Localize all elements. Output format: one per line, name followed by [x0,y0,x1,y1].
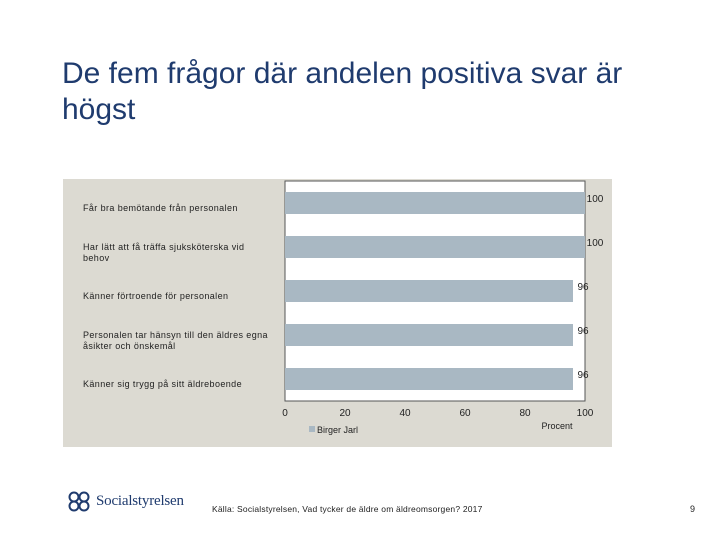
x-axis-label: Procent [541,421,573,431]
bar [285,236,585,258]
data-label: 96 [577,282,589,293]
chart-panel: 100 Får bra bemötande från personalen 100 H… [63,179,612,447]
category-label: Får bra bemötande från personalen [83,203,238,213]
bar [285,368,573,390]
x-tick-label: 100 [577,408,594,419]
category-label: Känner förtroende för personalen [83,291,228,301]
legend-swatch [309,426,315,432]
source-note: Källa: Socialstyrelsen, Vad tycker de äl… [212,504,483,514]
category-label: Har lätt att få träffa sjuksköterska vid… [83,242,244,263]
socialstyrelsen-logo: Socialstyrelsen [66,488,206,514]
bar-chart: 100 Får bra bemötande från personalen 100 H… [83,180,604,435]
x-tick-label: 0 [282,408,288,419]
x-tick-label: 80 [519,408,531,419]
x-tick-label: 60 [459,408,471,419]
x-tick-label: 40 [399,408,411,419]
data-label: 96 [577,370,589,381]
data-label: 100 [587,238,604,249]
data-label: 96 [577,326,589,337]
category-label: Personalen tar hänsyn till den äldres eg… [83,330,268,351]
bar [285,192,585,214]
x-tick-label: 20 [339,408,351,419]
logo-text: Socialstyrelsen [96,492,184,509]
page-number: 9 [690,504,696,514]
data-label: 100 [587,194,604,205]
category-label: Känner sig trygg på sitt äldreboende [83,379,242,389]
bar [285,324,573,346]
bar [285,280,573,302]
slide-title: De fem frågor där andelen positiva svar … [62,57,623,126]
logo-emblem-icon [68,491,90,512]
legend-label: Birger Jarl [317,425,358,435]
